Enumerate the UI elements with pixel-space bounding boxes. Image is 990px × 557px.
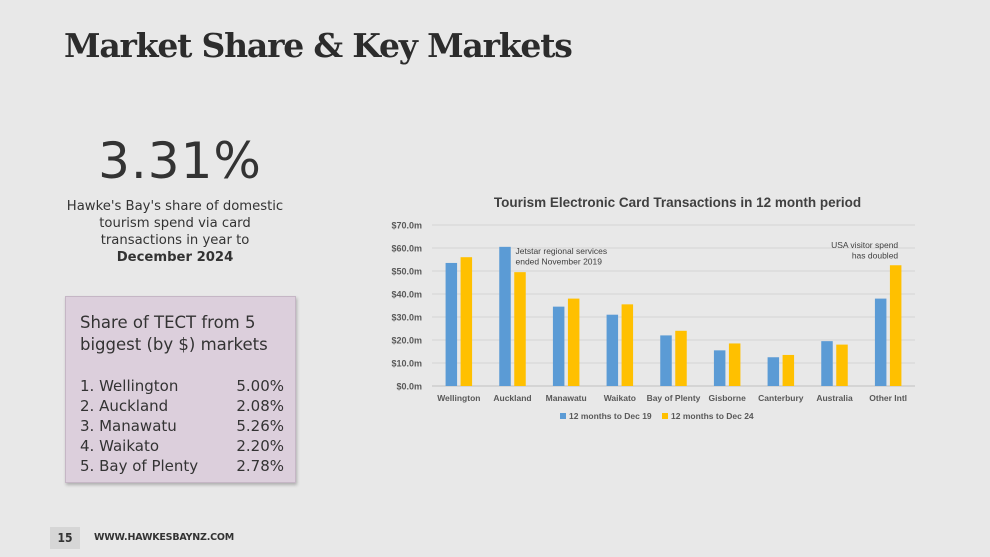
tect-bar-chart: Tourism Electronic Card Transactions in … [391,195,915,421]
bar [874,298,887,386]
chart-annotation: USA visitor spend [831,240,898,250]
x-tick-label: Bay of Plenty [647,393,701,403]
x-tick-label: Wellington [437,393,480,403]
market-share: 2.78% [236,457,284,475]
market-share: 2.20% [236,437,284,455]
x-tick-label: Waikato [604,393,636,403]
tect-list: 1. Wellington 5.00% 2. Auckland 2.08% 3.… [80,376,284,476]
bar [728,343,741,386]
legend-label: 12 months to Dec 24 [671,411,754,421]
market-name: 5. Bay of Plenty [80,457,199,475]
y-tick-label: $20.0m [391,336,422,346]
bar [767,357,780,386]
market-share-description: Hawke's Bay's share of domestic tourism … [60,198,290,266]
chart-title: Tourism Electronic Card Transactions in … [494,195,861,210]
bar [821,341,833,386]
chart-annotation: ended November 2019 [516,256,603,266]
tect-box-title: Share of TECT from 5 biggest (by $) mark… [80,313,268,354]
list-item: 2. Auckland 2.08% [80,396,284,416]
y-tick-label: $10.0m [391,359,422,369]
x-tick-label: Gisborne [709,393,747,403]
bar [660,335,672,386]
description-period: December 2024 [116,250,234,265]
x-tick-label: Canterbury [758,393,804,403]
bar [621,304,634,386]
list-item: 5. Bay of Plenty 2.78% [80,456,284,476]
bar [713,350,726,386]
x-tick-label: Auckland [493,393,531,403]
y-tick-label: $60.0m [391,244,422,254]
list-item: 3. Manawatu 5.26% [80,416,284,436]
y-tick-label: $40.0m [391,290,422,300]
chart-annotation: Jetstar regional services [516,246,608,256]
market-share-value: 3.31% [98,132,262,190]
y-tick-label: $70.0m [391,221,422,231]
x-tick-label: Australia [816,393,853,403]
legend-label: 12 months to Dec 19 [569,411,652,421]
slide-title: Market Share & Key Markets [64,26,573,65]
bar [552,306,565,386]
market-share: 5.00% [236,377,284,395]
market-share: 2.08% [236,397,284,415]
list-item: 1. Wellington 5.00% [80,376,284,396]
bar [567,298,580,386]
market-name: 4. Waikato [80,437,159,455]
bar [460,257,473,386]
y-tick-label: $50.0m [391,267,422,277]
y-tick-label: $0.0m [396,382,422,392]
description-text: Hawke's Bay's share of domestic tourism … [66,199,284,248]
market-name: 1. Wellington [80,377,179,395]
list-item: 4. Waikato 2.20% [80,436,284,456]
legend-swatch [662,413,668,419]
bar [782,354,795,386]
page-number: 15 [50,527,80,549]
market-name: 2. Auckland [80,397,169,415]
legend-swatch [560,413,566,419]
bar [499,246,511,386]
x-tick-label: Manawatu [546,393,587,403]
bar [445,262,458,386]
bar [889,265,902,386]
website-url: WWW.HAWKESBAYNZ.COM [94,532,235,543]
bar [675,330,687,386]
y-tick-label: $30.0m [391,313,422,323]
bar [606,314,619,386]
bar [514,272,526,386]
bar [836,344,848,386]
tect-share-box: Share of TECT from 5 biggest (by $) mark… [65,296,296,483]
chart-annotation: has doubled [852,250,899,260]
x-tick-label: Other Intl [869,393,907,403]
market-name: 3. Manawatu [80,417,177,435]
market-share: 5.26% [236,417,284,435]
